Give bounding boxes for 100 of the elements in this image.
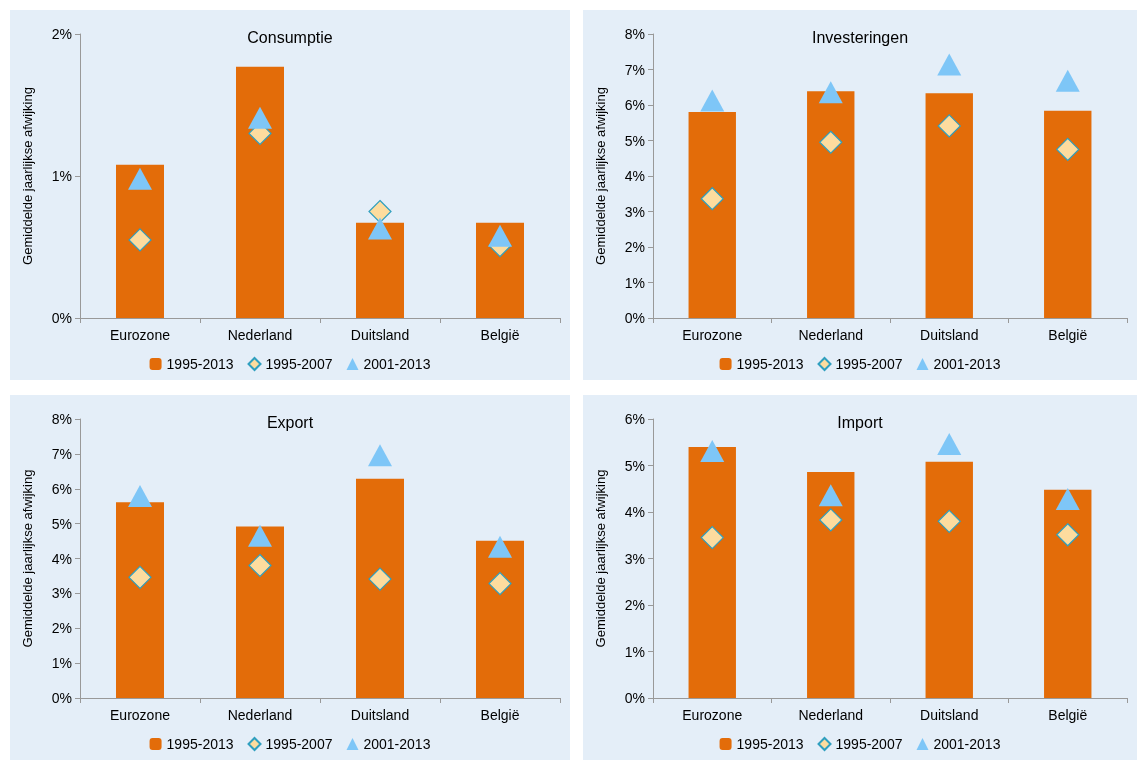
y-tick-label: 6%	[624, 411, 645, 427]
point	[700, 89, 725, 112]
bar	[236, 66, 284, 318]
x-tick-label: België	[480, 327, 520, 343]
x-tick-label: Nederland	[227, 707, 293, 723]
y-tick-label: 0%	[51, 690, 72, 706]
bar	[1044, 489, 1092, 698]
y-tick-label: 6%	[624, 97, 645, 113]
point	[488, 572, 512, 596]
y-axis-title: Gemiddelde jaarlijkse afwijking	[593, 87, 608, 265]
legend-label: 1995-2007	[835, 736, 903, 752]
x-tick-label: België	[480, 707, 520, 723]
legend-label: 1995-2007	[835, 356, 903, 372]
legend-label: 1995-2013	[166, 736, 234, 752]
point	[819, 508, 843, 532]
point	[1056, 137, 1080, 161]
y-tick-label: 2%	[624, 597, 645, 613]
bar	[356, 222, 404, 318]
bar	[807, 472, 855, 698]
x-tick-label: Eurozone	[110, 327, 171, 343]
point	[700, 525, 724, 550]
y-tick-label: 3%	[624, 550, 645, 567]
bar	[807, 91, 855, 318]
point	[937, 433, 962, 456]
legend-label: 2001-2013	[363, 736, 431, 752]
y-tick-label: 0%	[624, 310, 645, 326]
y-tick-label: 1%	[624, 643, 645, 660]
y-tick-label: 5%	[624, 132, 645, 149]
y-tick-label: 7%	[51, 445, 72, 462]
bar	[476, 222, 524, 318]
point	[128, 485, 152, 508]
y-axis-title: Gemiddelde jaarlijkse afwijking	[593, 469, 608, 648]
y-tick-label: 6%	[51, 480, 72, 497]
y-tick-label: 2%	[624, 239, 645, 255]
y-tick-label: 1%	[51, 168, 72, 184]
y-tick-label: 3%	[51, 585, 72, 602]
legend-label: 2001-2013	[933, 736, 1001, 752]
point	[368, 199, 392, 224]
x-tick-label: Nederland	[798, 327, 864, 343]
chart-title: Investeringen	[811, 28, 909, 46]
point	[819, 130, 843, 154]
y-tick-label: 5%	[51, 515, 72, 532]
legend-label: 1995-2007	[265, 356, 333, 372]
point	[700, 440, 725, 463]
point	[937, 53, 962, 76]
point	[700, 187, 724, 211]
y-tick-label: 1%	[624, 274, 645, 291]
bar	[356, 478, 404, 698]
legend-label: 1995-2013	[166, 356, 234, 372]
y-tick-label: 8%	[51, 411, 72, 427]
y-axis-title: Gemiddelde jaarlijkse afwijking	[20, 87, 35, 265]
legend-label: 2001-2013	[363, 356, 431, 372]
bar	[116, 502, 164, 698]
point	[1055, 69, 1080, 92]
bar	[476, 540, 524, 698]
x-tick-label: Eurozone	[110, 707, 171, 723]
bar	[925, 93, 973, 318]
point	[128, 167, 152, 190]
y-tick-label: 1%	[51, 655, 72, 672]
y-tick-label: 7%	[624, 61, 645, 78]
y-tick-label: 0%	[51, 310, 72, 326]
y-tick-label: 2%	[51, 620, 72, 637]
point	[248, 106, 272, 129]
legend-label: 2001-2013	[933, 356, 1001, 372]
y-tick-label: 8%	[624, 26, 645, 42]
x-tick-label: Eurozone	[682, 707, 743, 723]
x-tick-label: Nederland	[798, 707, 864, 723]
bar	[236, 526, 284, 698]
legend-label: 1995-2007	[265, 736, 333, 752]
point	[128, 565, 152, 589]
x-tick-label: Duitsland	[350, 327, 410, 343]
legend-label: 1995-2013	[736, 356, 804, 372]
x-tick-label: België	[1048, 707, 1088, 723]
y-tick-label: 3%	[624, 203, 645, 220]
point	[248, 524, 272, 547]
point	[248, 553, 272, 578]
point	[818, 81, 843, 104]
x-tick-label: Duitsland	[920, 707, 979, 723]
bar	[688, 446, 736, 698]
x-tick-label: België	[1048, 327, 1088, 343]
point	[818, 484, 843, 507]
point	[368, 444, 392, 467]
y-tick-label: 4%	[51, 550, 72, 567]
y-tick-label: 5%	[624, 457, 645, 474]
point	[368, 217, 392, 240]
bar	[925, 461, 973, 698]
chart-title: Import	[837, 413, 884, 431]
chart-title: Export	[266, 413, 314, 431]
bar	[1044, 110, 1092, 318]
point	[488, 224, 512, 247]
x-tick-label: Eurozone	[682, 327, 743, 343]
y-tick-label: 2%	[51, 26, 72, 42]
point	[937, 114, 961, 138]
y-axis-title: Gemiddelde jaarlijkse afwijking	[20, 469, 35, 648]
point	[368, 567, 392, 591]
y-tick-label: 4%	[624, 168, 645, 184]
y-tick-label: 4%	[624, 504, 645, 520]
bar	[688, 112, 736, 318]
point	[488, 535, 512, 558]
legend-label: 1995-2013	[736, 736, 804, 752]
